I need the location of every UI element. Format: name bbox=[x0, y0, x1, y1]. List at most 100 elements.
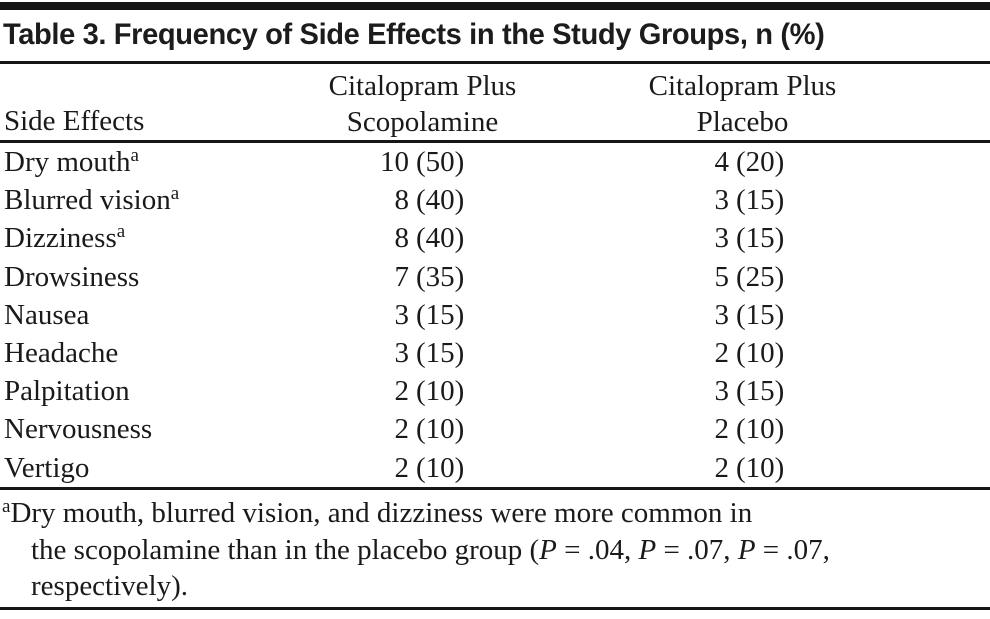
footnote-line-1: aDry mouth, blurred vision, and dizzines… bbox=[2, 495, 967, 532]
footnote-text: = .07, bbox=[755, 533, 830, 566]
count-value: 7 bbox=[394, 260, 410, 293]
table-row: Dizzinessa 8 (40) 3 (15) bbox=[0, 219, 990, 257]
footnote-marker: a bbox=[170, 183, 180, 205]
count-value: 3 bbox=[714, 298, 730, 331]
table-row: Vertigo 2 (10) 2 (10) bbox=[0, 449, 990, 487]
count-value: 2 bbox=[394, 375, 410, 408]
percent-value: (15) bbox=[416, 336, 465, 369]
footnote-line-3: respectively). bbox=[2, 568, 967, 605]
percent-value: (10) bbox=[736, 336, 785, 369]
side-effect-label: Nausea bbox=[0, 296, 285, 334]
table-row: Palpitation 2 (10) 3 (15) bbox=[0, 372, 990, 410]
label-text: Blurred vision bbox=[4, 184, 171, 217]
footnote-text: respectively). bbox=[31, 570, 189, 602]
count-value: 8 bbox=[394, 184, 410, 217]
count-value: 3 bbox=[714, 184, 730, 217]
percent-value: (10) bbox=[416, 413, 465, 446]
table-row: Blurred visiona 8 (40) 3 (15) bbox=[0, 181, 990, 219]
count-value: 2 bbox=[394, 451, 410, 484]
scopolamine-value: 8 (40) bbox=[285, 219, 560, 257]
count-value: 2 bbox=[714, 451, 730, 484]
footnote-text: Dry mouth, blurred vision, and dizziness… bbox=[10, 497, 753, 529]
side-effect-label: Blurred visiona bbox=[0, 181, 285, 219]
scopolamine-value: 7 (35) bbox=[285, 258, 560, 296]
footnote-text: = .07, bbox=[656, 533, 738, 566]
table-row: Drowsiness 7 (35) 5 (25) bbox=[0, 258, 990, 296]
side-effect-label: Headache bbox=[0, 334, 285, 372]
count-value: 5 bbox=[714, 260, 730, 293]
label-text: Nervousness bbox=[4, 413, 153, 446]
footnote-text: the scopolamine than in the placebo grou… bbox=[31, 533, 540, 566]
table-row: Dry moutha 10 (50) 4 (20) bbox=[0, 143, 990, 181]
placebo-value: 3 (15) bbox=[560, 181, 925, 219]
side-effect-label: Dizzinessa bbox=[0, 219, 285, 257]
table-body: Dry moutha 10 (50) 4 (20) Blurred visiona … bbox=[0, 143, 990, 487]
count-value: 8 bbox=[394, 222, 410, 255]
percent-value: (10) bbox=[416, 451, 465, 484]
percent-value: (35) bbox=[416, 260, 465, 293]
footnote-marker: a bbox=[2, 496, 11, 517]
percent-value: (10) bbox=[416, 375, 465, 408]
placebo-value: 2 (10) bbox=[560, 410, 925, 448]
count-value: 3 bbox=[394, 336, 410, 369]
top-border-rule bbox=[0, 2, 990, 10]
placebo-value: 2 (10) bbox=[560, 449, 925, 487]
percent-value: (40) bbox=[416, 222, 465, 255]
percent-value: (15) bbox=[736, 375, 785, 408]
placebo-value: 2 (10) bbox=[560, 334, 925, 372]
count-value: 10 bbox=[380, 146, 409, 178]
percent-value: (10) bbox=[736, 451, 785, 484]
side-effect-label: Dry moutha bbox=[0, 143, 285, 181]
label-text: Palpitation bbox=[4, 375, 130, 408]
placebo-value: 3 (15) bbox=[560, 296, 925, 334]
percent-value: (25) bbox=[736, 260, 785, 293]
scopolamine-value: 8 (40) bbox=[285, 181, 560, 219]
footnote-marker: a bbox=[116, 221, 126, 243]
percent-value: (20) bbox=[736, 146, 785, 178]
percent-value: (15) bbox=[736, 298, 785, 331]
label-text: Headache bbox=[4, 336, 119, 369]
placebo-value: 3 (15) bbox=[560, 372, 925, 410]
column-header-line: Placebo bbox=[696, 106, 789, 138]
table-row: Nervousness 2 (10) 2 (10) bbox=[0, 410, 990, 448]
count-value: 2 bbox=[714, 336, 730, 369]
p-value-symbol: P bbox=[539, 533, 557, 566]
count-value: 3 bbox=[714, 222, 730, 255]
column-header-scopolamine-group: Citalopram Plus Scopolamine bbox=[285, 68, 560, 140]
column-header-line: Citalopram Plus bbox=[328, 70, 517, 102]
scopolamine-value: 3 (15) bbox=[285, 334, 560, 372]
footnote-line-2: the scopolamine than in the placebo grou… bbox=[2, 532, 967, 569]
count-value: 2 bbox=[394, 413, 410, 446]
column-header-side-effects: Side Effects bbox=[4, 105, 145, 137]
count-value: 2 bbox=[714, 413, 730, 446]
scopolamine-value: 2 (10) bbox=[285, 410, 560, 448]
table-title: Table 3. Frequency of Side Effects in th… bbox=[3, 18, 825, 51]
side-effect-label: Nervousness bbox=[0, 410, 285, 448]
bottom-border-rule bbox=[0, 607, 990, 610]
table-row: Nausea 3 (15) 3 (15) bbox=[0, 296, 990, 334]
scopolamine-value: 10 (50) bbox=[285, 143, 560, 181]
placebo-value: 5 (25) bbox=[560, 258, 925, 296]
count-value: 4 bbox=[714, 146, 730, 178]
footnote-marker: a bbox=[130, 145, 139, 166]
percent-value: (15) bbox=[416, 298, 465, 331]
percent-value: (40) bbox=[416, 184, 465, 217]
side-effect-label: Drowsiness bbox=[0, 258, 285, 296]
p-value-symbol: P bbox=[638, 533, 657, 566]
label-text: Nausea bbox=[4, 298, 90, 331]
scopolamine-value: 3 (15) bbox=[285, 296, 560, 334]
header-divider-rule bbox=[0, 140, 990, 143]
side-effect-label: Vertigo bbox=[0, 449, 285, 487]
label-text: Dry mouth bbox=[4, 146, 131, 178]
column-header-line: Citalopram Plus bbox=[648, 70, 837, 102]
percent-value: (10) bbox=[736, 413, 785, 446]
column-header-placebo-group: Citalopram Plus Placebo bbox=[560, 68, 925, 140]
percent-value: (50) bbox=[416, 146, 465, 178]
side-effect-label: Palpitation bbox=[0, 372, 285, 410]
label-text: Dizziness bbox=[4, 222, 117, 255]
label-text: Drowsiness bbox=[4, 260, 140, 293]
scopolamine-value: 2 (10) bbox=[285, 449, 560, 487]
count-value: 3 bbox=[714, 375, 730, 408]
column-header-line: Scopolamine bbox=[346, 106, 499, 138]
